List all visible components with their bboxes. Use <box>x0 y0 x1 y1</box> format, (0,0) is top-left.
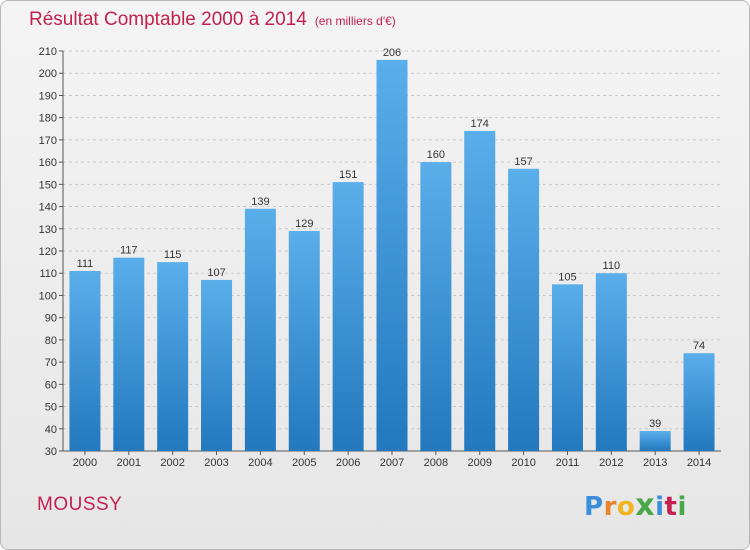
data-label: 115 <box>164 249 182 261</box>
y-tick-label: 180 <box>39 113 57 125</box>
town-name: MOUSSY <box>37 494 123 515</box>
proxiti-logo: Proxiti <box>584 488 687 523</box>
x-tick-label: 2009 <box>467 457 491 469</box>
y-tick-label: 170 <box>39 135 57 147</box>
data-label: 117 <box>120 245 138 257</box>
bar-2004 <box>244 208 276 451</box>
x-tick-label: 2005 <box>292 457 316 469</box>
y-tick-label: 30 <box>45 446 57 458</box>
x-tick-label: 2012 <box>599 457 623 469</box>
x-tick-label: 2011 <box>556 457 580 469</box>
y-tick-label: 50 <box>45 402 57 414</box>
y-tick-label: 160 <box>39 157 57 169</box>
chart-subtitle: (en milliers d'€) <box>314 14 396 28</box>
y-tick-label: 210 <box>39 46 57 58</box>
bar-2010 <box>508 168 540 451</box>
x-tick-label: 2003 <box>204 457 228 469</box>
data-label: 160 <box>427 149 445 161</box>
data-label: 111 <box>77 258 94 270</box>
x-tick-label: 2002 <box>160 457 184 469</box>
data-label: 151 <box>339 169 357 181</box>
x-tick-label: 2007 <box>380 457 404 469</box>
x-tick-label: 2013 <box>643 457 667 469</box>
logo-letter: o <box>616 492 636 522</box>
bar-2008 <box>420 162 452 451</box>
y-tick-label: 140 <box>39 202 57 214</box>
x-tick-label: 2001 <box>117 457 141 469</box>
y-tick-label: 120 <box>39 246 57 258</box>
bar-2007 <box>376 59 408 452</box>
x-tick-label: 2014 <box>687 457 711 469</box>
data-label: 39 <box>649 418 661 430</box>
y-tick-label: 150 <box>39 179 57 191</box>
y-tick-label: 100 <box>39 290 57 302</box>
bar-2001 <box>113 257 145 451</box>
x-tick-label: 2000 <box>73 457 97 469</box>
bar-2002 <box>157 262 189 451</box>
x-tick-label: 2008 <box>424 457 448 469</box>
bar-2005 <box>288 231 320 451</box>
data-label: 129 <box>295 218 313 230</box>
y-tick-label: 200 <box>39 68 57 80</box>
data-label: 74 <box>693 340 705 352</box>
logo-letter: i <box>677 492 687 522</box>
chart-title: Résultat Comptable 2000 à 2014 (en millie… <box>29 9 396 31</box>
bar-2011 <box>551 284 583 451</box>
data-labels: 111 117 115 107 139 129 151 206 160 174 157 105 110 3… <box>77 47 706 430</box>
x-tick-label: 2010 <box>511 457 535 469</box>
x-tick-label: 2004 <box>248 457 272 469</box>
y-tick-label: 60 <box>45 379 57 391</box>
logo-letter: r <box>603 492 617 522</box>
logo-letter: P <box>584 492 604 522</box>
y-tick-label: 190 <box>39 90 57 102</box>
data-label: 157 <box>514 156 532 168</box>
bar-2009 <box>464 131 496 451</box>
data-label: 206 <box>383 47 401 59</box>
bar-2014 <box>683 353 715 451</box>
logo-letter: t <box>664 492 678 522</box>
logo-letter: x <box>635 488 656 523</box>
logo-letter: i <box>655 492 665 522</box>
data-label: 107 <box>207 267 225 279</box>
y-tick-label: 90 <box>45 313 57 325</box>
bars <box>69 59 715 452</box>
data-label: 174 <box>471 118 489 130</box>
y-tick-label: 70 <box>45 357 57 369</box>
bar-2003 <box>201 279 233 451</box>
bar-2013 <box>639 431 671 451</box>
data-label: 105 <box>558 271 576 283</box>
x-axis-ticks: 2000 2001 2002 2003 2004 2005 2006 2007 2008 2009… <box>73 451 711 469</box>
bar-2012 <box>595 273 627 451</box>
data-label: 110 <box>603 260 621 272</box>
y-tick-label: 40 <box>45 424 57 436</box>
bar-2000 <box>69 271 101 451</box>
y-tick-label: 130 <box>39 224 57 236</box>
x-tick-label: 2006 <box>336 457 360 469</box>
y-tick-label: 80 <box>45 335 57 347</box>
bar-2006 <box>332 182 364 451</box>
y-tick-label: 110 <box>39 268 57 280</box>
chart-title-text: Résultat Comptable 2000 à 2014 <box>29 9 307 30</box>
data-label: 139 <box>251 196 269 208</box>
